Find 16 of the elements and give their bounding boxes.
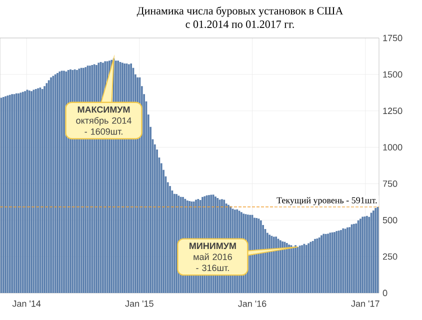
x-tick-label: Jan '14 — [12, 300, 41, 307]
ref-line-label: Текущий уровень - 591шт. — [276, 197, 377, 206]
y-tick-label: 500 — [382, 216, 398, 224]
chart-title: Динамика числа буровых установок в США — [136, 6, 344, 17]
y-tick-label: 1250 — [383, 108, 402, 114]
x-tick-label: Jan '16 — [238, 300, 266, 307]
y-tick-label: 750 — [382, 180, 398, 187]
chart-subtitle: с 01.2014 по 01.2017 гг. — [186, 20, 294, 28]
y-tick-label: 250 — [382, 253, 398, 260]
annotation: МАКСИМУМ октябрь 2014 - 1609шт. — [76, 106, 132, 135]
y-tick-label: 0 — [382, 290, 388, 296]
x-tick-label: Jan '17 — [351, 300, 380, 307]
x-tick-label: Jan '15 — [125, 300, 154, 307]
y-tick-label: 1750 — [383, 34, 402, 42]
y-tick-label: 1500 — [383, 71, 402, 78]
y-tick-label: 1000 — [383, 144, 402, 150]
